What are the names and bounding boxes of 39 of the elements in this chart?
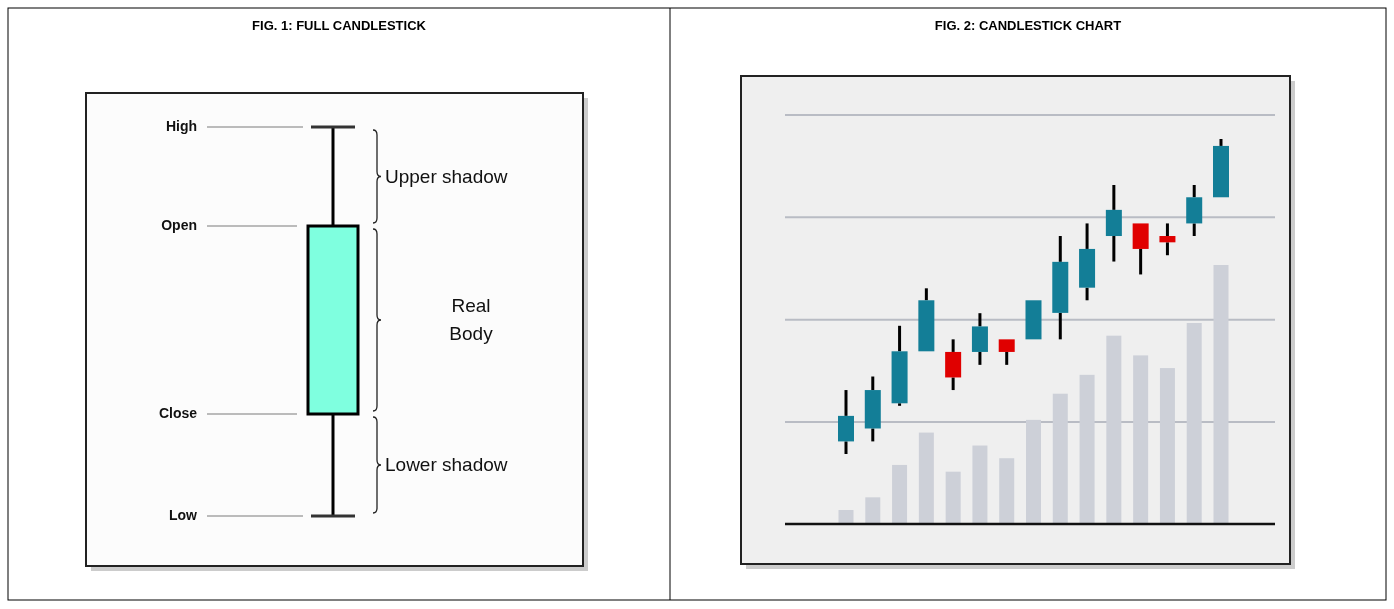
candlestick (918, 288, 935, 352)
candlestick (1213, 139, 1229, 198)
bar (999, 458, 1015, 524)
bar (1133, 355, 1149, 524)
text: High (165, 117, 197, 134)
bar (1106, 335, 1122, 524)
bar (972, 445, 988, 524)
text: Close (158, 404, 198, 421)
bar (892, 464, 908, 524)
candlestick (971, 313, 988, 365)
candlestick (1079, 223, 1096, 301)
candlestick (891, 324, 908, 406)
text: FIG. 1: FULL CANDLESTICK (252, 18, 427, 33)
candlestick (1105, 184, 1122, 262)
text: Open (161, 216, 197, 233)
candlestick (1052, 236, 1069, 340)
candlestick (1186, 184, 1203, 237)
candlestick (838, 390, 854, 454)
bar (865, 497, 881, 524)
bar (1213, 265, 1229, 524)
bar (1159, 368, 1175, 524)
candlestick (1132, 223, 1149, 275)
text: Upper shadow (385, 165, 508, 187)
bar (1052, 393, 1068, 524)
bar (1079, 374, 1095, 524)
chart-title: FIG. 2: CANDLESTICK CHART (934, 18, 1122, 33)
bar (918, 432, 934, 524)
text: Lower shadow (385, 454, 508, 475)
candlestick (998, 339, 1015, 365)
text: Real Body (449, 295, 494, 344)
candlestick (1025, 300, 1042, 340)
bar (1186, 323, 1202, 524)
bar (945, 471, 961, 524)
text: Low (169, 506, 198, 523)
bar (1026, 419, 1041, 524)
candlestick (864, 376, 881, 442)
candlestick (945, 339, 962, 392)
candlestick (1159, 223, 1176, 257)
bar (838, 510, 854, 524)
